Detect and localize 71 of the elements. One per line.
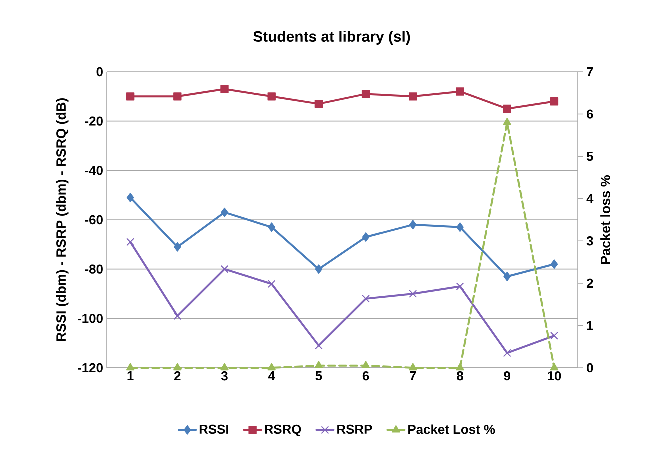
point — [362, 361, 370, 368]
point — [456, 363, 464, 371]
y-tick-label: 0 — [96, 67, 103, 77]
x-tick-label: 6 — [362, 372, 370, 381]
point — [550, 97, 559, 106]
point — [221, 266, 228, 274]
point — [268, 280, 276, 288]
y2-tick-label: 4 — [586, 194, 594, 204]
point — [126, 92, 135, 101]
point — [456, 222, 464, 232]
point — [362, 232, 370, 242]
x-tick-label: 5 — [316, 372, 322, 381]
point — [174, 92, 182, 101]
y-tick-label: -60 — [85, 215, 103, 225]
y2-tick-label: 2 — [586, 278, 594, 288]
point — [503, 104, 512, 114]
x-tick-label: 1 — [128, 372, 134, 380]
y2-tick-label: 0 — [587, 363, 594, 373]
point — [314, 361, 324, 368]
point — [504, 272, 512, 282]
point — [410, 220, 417, 230]
y2-axis-title: Packet loss % — [600, 176, 610, 264]
y2-tick-label: 6 — [586, 110, 594, 119]
point — [126, 193, 134, 202]
point — [409, 363, 418, 371]
chart-title: Students at library (sl) — [254, 31, 410, 45]
point — [456, 88, 464, 96]
x-tick-label: 10 — [548, 372, 562, 381]
y-tick-label: -100 — [78, 314, 103, 324]
point — [550, 332, 558, 340]
x-tick-label: 9 — [504, 372, 510, 381]
point — [174, 312, 182, 320]
y2-tick-label: 7 — [587, 68, 594, 76]
point — [362, 90, 370, 98]
legend-label: RSSI — [200, 424, 228, 434]
legend-label: RSRQ — [265, 424, 302, 436]
point — [268, 92, 276, 101]
point — [409, 92, 418, 101]
point — [126, 238, 134, 246]
point — [504, 350, 512, 357]
x-tick-label: 7 — [410, 372, 416, 380]
legend-label: Packet Lost % — [408, 424, 496, 434]
y2-tick-label: 1 — [587, 321, 594, 330]
point — [174, 242, 182, 252]
point — [409, 290, 417, 298]
x-tick-label: 3 — [221, 372, 228, 381]
point — [126, 363, 135, 371]
x-tick-label: 4 — [268, 372, 276, 380]
point — [314, 100, 324, 108]
point — [550, 363, 559, 371]
point — [220, 85, 229, 94]
point — [220, 363, 229, 371]
x-tick-label: 8 — [457, 372, 464, 381]
point — [362, 295, 370, 303]
y-axis-title: RSSI (dbm) - RSRP (dbm) - RSRQ (dB) — [56, 98, 69, 342]
point — [550, 260, 558, 270]
point — [174, 363, 182, 371]
point — [456, 282, 464, 290]
point — [268, 363, 276, 371]
y2-tick-label: 5 — [586, 152, 594, 162]
y-tick-label: -20 — [85, 116, 103, 126]
point — [503, 118, 512, 126]
legend-label: RSRP — [338, 424, 372, 434]
point — [221, 208, 228, 218]
y2-tick-label: 3 — [586, 236, 594, 246]
y-tick-label: -120 — [78, 363, 103, 373]
point — [315, 264, 323, 274]
x-tick-label: 2 — [174, 372, 181, 381]
y-tick-label: -40 — [85, 166, 103, 176]
point — [268, 222, 276, 232]
y-tick-label: -80 — [85, 264, 103, 274]
